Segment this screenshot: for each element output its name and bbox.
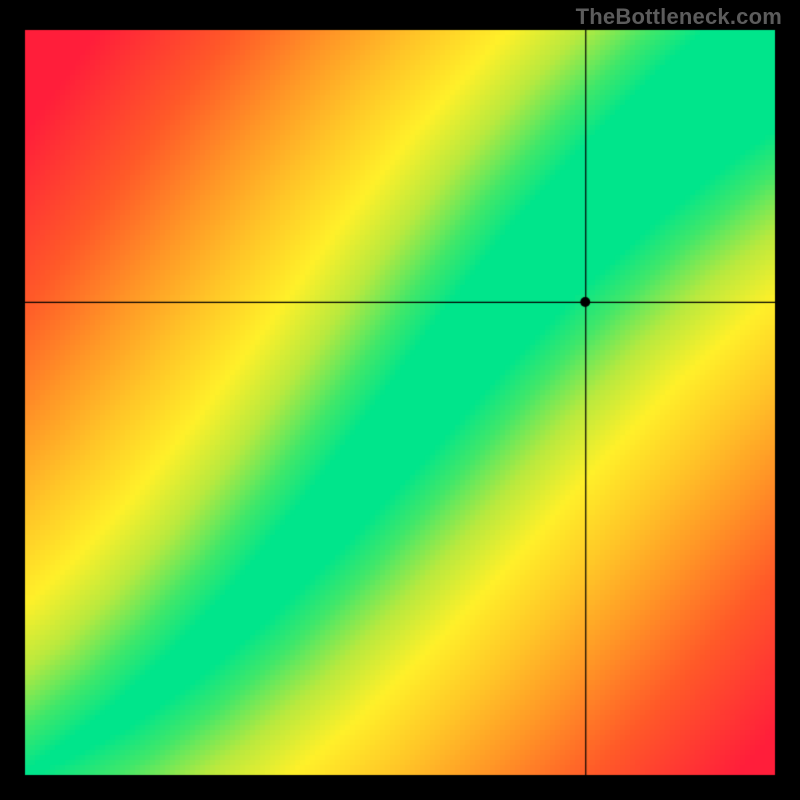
bottleneck-heatmap: [0, 0, 800, 800]
watermark-label: TheBottleneck.com: [576, 4, 782, 30]
